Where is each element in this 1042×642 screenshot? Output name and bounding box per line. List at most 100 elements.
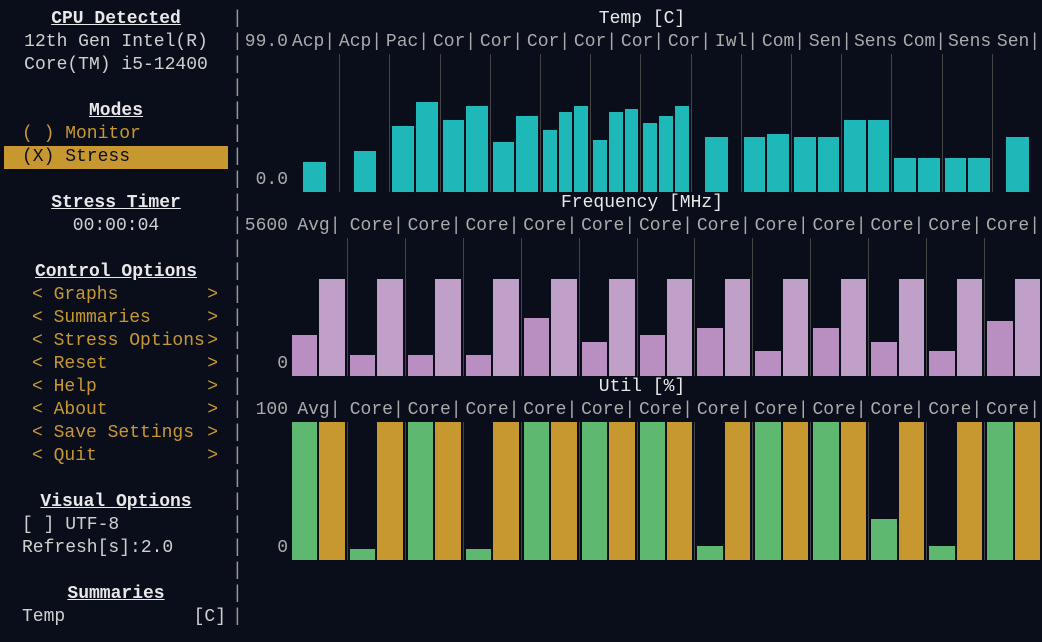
menu-item-help[interactable]: < Help>: [4, 376, 228, 399]
freq-ymax: 5600: [242, 215, 288, 238]
freq-bar: [551, 279, 576, 376]
freq-col-label: Avg|: [290, 215, 348, 238]
freq-col-label: Core|: [984, 215, 1042, 238]
temp-bar-group: [691, 54, 741, 192]
util-bar-group: [521, 422, 579, 560]
temp-col-label: Com|: [760, 31, 807, 54]
freq-col-label: Core|: [868, 215, 926, 238]
freq-bar-group: [463, 238, 521, 376]
temp-bar: [493, 142, 515, 192]
freq-bar: [987, 321, 1012, 376]
util-bar: [1015, 422, 1040, 560]
util-bar-group: [579, 422, 637, 560]
temp-bar-group: [942, 54, 992, 192]
temp-bar: [466, 106, 488, 192]
temp-bar: [574, 106, 588, 192]
visual-heading: Visual Options: [4, 491, 228, 514]
util-bar: [841, 422, 866, 560]
util-bar: [609, 422, 634, 560]
temp-bar: [625, 109, 639, 192]
freq-bar: [319, 279, 344, 376]
freq-chart-title: Frequency [MHz]: [242, 192, 1042, 215]
menu-item-graphs[interactable]: < Graphs>: [4, 284, 228, 307]
summary-temp-unit: [C]: [194, 606, 226, 629]
temp-bar: [559, 112, 573, 192]
freq-col-label: Core|: [926, 215, 984, 238]
util-bar: [725, 422, 750, 560]
menu-item-reset[interactable]: < Reset>: [4, 353, 228, 376]
temp-col-label: Cor|: [666, 31, 713, 54]
util-bar-group: [868, 422, 926, 560]
menu-item-stress-options[interactable]: < Stress Options>: [4, 330, 228, 353]
menu-item-quit[interactable]: < Quit>: [4, 445, 228, 468]
util-bar-group: [290, 422, 347, 560]
menu-item-summaries[interactable]: < Summaries>: [4, 307, 228, 330]
freq-bar: [899, 279, 924, 376]
temp-bar: [354, 151, 377, 192]
util-bar-group: [926, 422, 984, 560]
mode-monitor[interactable]: ( ) Monitor: [4, 123, 228, 146]
summaries-heading: Summaries: [4, 583, 228, 606]
utf8-toggle[interactable]: [ ] UTF-8: [4, 514, 228, 537]
freq-bar-group: [521, 238, 579, 376]
util-col-label: Core|: [637, 399, 695, 422]
util-bar: [292, 422, 317, 560]
temp-bar: [818, 137, 840, 192]
freq-col-label: Core|: [348, 215, 406, 238]
stress-timer: 00:00:04: [4, 215, 228, 238]
util-bar: [899, 422, 924, 560]
util-col-label: Core|: [811, 399, 869, 422]
temp-bar-group: [490, 54, 540, 192]
util-bar: [493, 422, 518, 560]
util-col-label: Core|: [464, 399, 522, 422]
freq-col-label: Core|: [695, 215, 753, 238]
temp-bar: [675, 106, 689, 192]
util-bar: [319, 422, 344, 560]
cpu-line2: Core(TM) i5-12400: [4, 54, 228, 77]
main-panel: Temp [C] 99.0 0.0 Acp|Acp|Pac|Cor|Cor|Co…: [242, 0, 1042, 642]
separator-column: |||||||||||||||||||||||||||: [232, 0, 242, 642]
cpu-line1: 12th Gen Intel(R): [4, 31, 228, 54]
util-bar: [871, 519, 896, 560]
util-col-label: Core|: [579, 399, 637, 422]
freq-bar: [783, 279, 808, 376]
util-bar-group: [347, 422, 405, 560]
temp-bar-group: [290, 54, 339, 192]
temp-col-label: Cor|: [572, 31, 619, 54]
freq-bar: [524, 318, 549, 376]
freq-bar: [755, 351, 780, 376]
menu-item-about[interactable]: < About>: [4, 399, 228, 422]
freq-bar: [435, 279, 460, 376]
freq-col-label: Core|: [406, 215, 464, 238]
temp-bar-group: [389, 54, 439, 192]
util-col-label: Core|: [926, 399, 984, 422]
util-bar-group: [752, 422, 810, 560]
util-bar-group: [463, 422, 521, 560]
util-bar-group: [984, 422, 1042, 560]
temp-ymax: 99.0: [242, 31, 288, 54]
temp-col-label: Sens|: [854, 31, 901, 54]
temp-bar: [609, 112, 623, 192]
freq-col-label: Core|: [753, 215, 811, 238]
util-bar-group: [637, 422, 695, 560]
temp-bar: [543, 130, 557, 192]
freq-bar: [609, 279, 634, 376]
temp-col-label: Sens|: [948, 31, 995, 54]
freq-bar-group: [637, 238, 695, 376]
temp-bar: [1006, 137, 1029, 192]
temp-col-label: Com|: [901, 31, 948, 54]
menu-item-save-settings[interactable]: < Save Settings>: [4, 422, 228, 445]
util-bar: [408, 422, 433, 560]
temp-col-label: Pac|: [384, 31, 431, 54]
mode-stress[interactable]: (X) Stress: [4, 146, 228, 169]
temp-col-label: Acp|: [290, 31, 337, 54]
util-bar: [350, 549, 375, 560]
temp-chart: 99.0 0.0 Acp|Acp|Pac|Cor|Cor|Cor|Cor|Cor…: [242, 31, 1042, 192]
temp-bar-group: [891, 54, 941, 192]
freq-bar: [408, 355, 433, 376]
freq-bar: [377, 279, 402, 376]
util-chart-title: Util [%]: [242, 376, 1042, 399]
refresh-setting[interactable]: Refresh[s]:2.0: [4, 537, 228, 560]
freq-bar-group: [694, 238, 752, 376]
util-bar: [697, 546, 722, 560]
